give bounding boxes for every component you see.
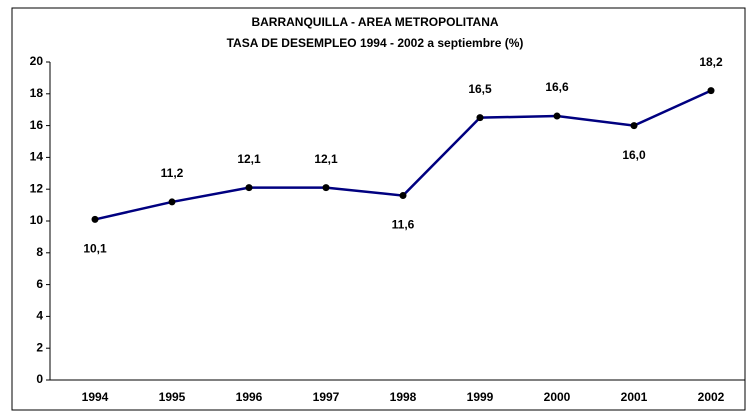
x-tick-label: 1999 <box>467 390 494 404</box>
x-tick-label: 1998 <box>390 390 417 404</box>
marker <box>707 87 715 95</box>
marker <box>399 192 407 200</box>
y-tick-label: 6 <box>36 277 43 291</box>
chart-title: BARRANQUILLA - AREA METROPOLITANA <box>251 15 498 29</box>
x-tick-label: 2001 <box>621 390 648 404</box>
marker <box>245 184 253 192</box>
chart-frame <box>11 7 746 411</box>
marker <box>476 114 484 122</box>
x-tick-label: 1994 <box>82 390 109 404</box>
chart-subtitle: TASA DE DESEMPLEO 1994 - 2002 a septiemb… <box>227 36 524 50</box>
data-label: 16,5 <box>468 82 492 96</box>
x-tick-label: 1996 <box>236 390 263 404</box>
data-label: 18,2 <box>699 55 723 69</box>
data-label: 12,1 <box>237 152 261 166</box>
y-tick-label: 14 <box>30 150 44 164</box>
y-tick-label: 4 <box>36 309 43 323</box>
y-tick-label: 18 <box>30 86 44 100</box>
y-tick-label: 0 <box>36 372 43 386</box>
x-tick-label: 1995 <box>159 390 186 404</box>
data-label: 12,1 <box>314 152 338 166</box>
marker <box>91 215 99 223</box>
x-tick-label: 2002 <box>698 390 725 404</box>
x-tick-label: 1997 <box>313 390 340 404</box>
y-tick-label: 2 <box>36 340 43 354</box>
x-tick-label: 2000 <box>544 390 571 404</box>
y-tick-label: 20 <box>30 54 44 68</box>
y-tick-label: 16 <box>30 118 44 132</box>
data-label: 11,6 <box>392 218 415 232</box>
marker <box>553 112 561 120</box>
data-label: 16,0 <box>622 148 646 162</box>
data-label: 16,6 <box>545 80 569 94</box>
data-label: 10,1 <box>83 242 107 256</box>
y-tick-label: 8 <box>36 245 43 259</box>
y-tick-label: 12 <box>30 181 44 195</box>
marker <box>168 198 176 206</box>
y-tick-label: 10 <box>30 213 44 227</box>
marker <box>322 184 330 192</box>
data-label: 11,2 <box>161 166 184 180</box>
marker <box>630 122 638 130</box>
